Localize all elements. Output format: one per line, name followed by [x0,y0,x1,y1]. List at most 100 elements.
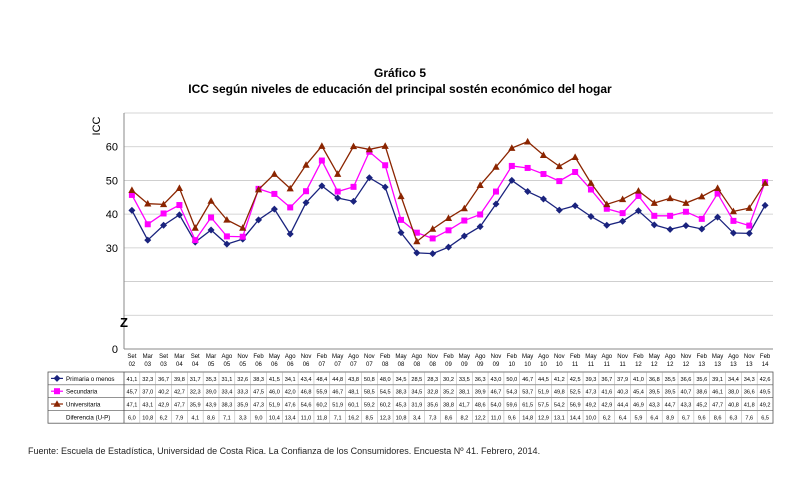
data-point-secundaria [144,221,151,228]
data-table-cell: 13,4 [285,415,296,421]
x-tick-label: 11 [572,362,579,368]
data-table-cell: 37,0 [142,390,153,396]
x-tick-label: 09 [477,362,484,368]
data-point-secundaria [746,222,753,229]
data-table-cell: 6,3 [730,415,738,421]
data-point-universitaria [634,187,643,194]
data-table-cell: 36,3 [475,377,486,383]
y-axis-label: ICC [91,116,103,135]
data-point-primaria [144,236,152,244]
data-table-cell: 37,9 [617,377,628,383]
data-table-cell: 10,8 [142,415,153,421]
data-table-cell: 40,7 [680,390,691,396]
data-table-cell: 38,3 [221,403,232,409]
data-table-cell: 48,1 [348,390,359,396]
x-tick-label: Ago [222,354,233,360]
x-tick-label: 12 [635,362,642,368]
x-tick-label: Feb [380,354,391,360]
x-tick-label: 13 [730,362,737,368]
data-point-primaria [413,249,421,257]
x-tick-label: Mar [143,354,153,360]
x-tick-label: Ago [538,354,549,360]
data-point-universitaria [508,144,516,151]
source-note: Fuente: Escuela de Estadística, Universi… [28,446,541,456]
data-table-cell: 51,9 [538,390,549,396]
x-tick-label: 06 [271,362,278,368]
data-table-cell: 55,9 [316,390,327,396]
data-table-cell: 8,6 [714,415,722,421]
x-tick-label: Nov [301,354,312,360]
x-tick-label: Nov [681,354,692,360]
x-tick-label: May [459,354,470,360]
data-point-secundaria [556,178,563,185]
data-table-cell: 50,8 [364,377,375,383]
data-point-universitaria [603,200,611,208]
data-table-cell: 43,8 [348,377,359,383]
data-point-universitaria [334,170,342,177]
data-point-universitaria [460,204,468,212]
chart-title: Gráfico 5 [373,66,427,80]
data-table-cell: 32,3 [190,390,201,396]
data-point-secundaria [619,210,626,217]
data-table-cell: 9,6 [508,415,516,421]
data-table-cell: 31,7 [190,377,201,383]
x-tick-label: Nov [364,354,375,360]
x-tick-label: Set [191,354,200,360]
x-tick-label: 03 [160,362,167,368]
data-table-cell: 34,1 [285,377,296,383]
data-table-cell: 7,1 [223,415,231,421]
data-table-cell: 33,3 [237,390,248,396]
data-table-cell: 34,3 [744,377,755,383]
data-table-cell: 6,4 [619,415,627,421]
x-tick-label: Feb [317,354,328,360]
x-tick-label: Set [159,354,168,360]
data-table-cell: 46,8 [301,390,312,396]
data-point-primaria [270,205,278,213]
x-tick-label: 08 [382,362,389,368]
data-table-cell: 7,6 [745,415,753,421]
data-point-universitaria [239,224,247,231]
data-point-primaria [619,217,627,225]
data-table-cell: 40,8 [728,403,739,409]
data-table-cell: 34,5 [411,390,422,396]
data-table-cell: 6,4 [650,415,658,421]
data-point-secundaria [239,233,246,240]
x-tick-label: Feb [697,354,708,360]
data-table-cell: 32,3 [142,377,153,383]
data-table-cell: 16,2 [348,415,359,421]
x-tick-label: May [395,354,406,360]
x-tick-label: Mar [206,354,216,360]
data-point-universitaria [729,207,738,215]
data-point-secundaria [429,235,436,242]
data-table-cell: 56,9 [570,403,581,409]
data-table-cell: 31,1 [221,377,232,383]
x-tick-label: Nov [554,354,565,360]
data-table-cell: 41,7 [459,403,470,409]
x-tick-label: 12 [683,362,690,368]
data-table-cell: 7,1 [334,415,342,421]
data-table-cell: 42,5 [570,377,581,383]
data-point-universitaria [413,237,421,245]
data-point-universitaria [555,162,563,170]
x-tick-label: Nov [427,354,438,360]
data-point-primaria [524,188,532,196]
data-table-cell: 9,6 [698,415,706,421]
data-table-cell: 41,6 [601,390,612,396]
chart-subtitle: ICC según niveles de educación del princ… [188,82,612,96]
data-table-cell: 44,4 [617,403,628,409]
data-table-cell: 43,1 [142,403,153,409]
data-table-cell: 33,4 [221,390,232,396]
data-point-secundaria [223,233,230,240]
data-point-secundaria [461,217,468,224]
data-point-primaria [175,211,183,219]
data-point-primaria [571,202,579,210]
data-table-cell: 7,9 [176,415,184,421]
data-point-primaria [761,201,769,209]
x-tick-label: 12 [667,362,674,368]
data-table-cell: 40,2 [158,390,169,396]
data-table-cell: 10,8 [396,415,407,421]
x-tick-label: 09 [445,362,452,368]
data-point-secundaria [492,188,499,195]
x-tick-label: Ago [601,354,612,360]
